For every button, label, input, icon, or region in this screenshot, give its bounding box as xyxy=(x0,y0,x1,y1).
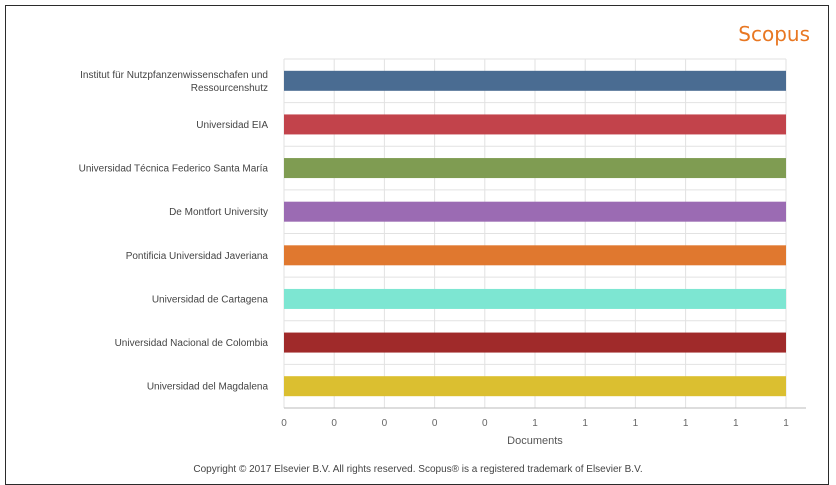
category-label-1-line-1: Institut für Nutzpfanzenwissenschafen un… xyxy=(80,70,268,81)
bar-5 xyxy=(284,245,786,266)
bar-8 xyxy=(284,376,786,397)
bar-chart: Institut für Nutzpfanzenwissenschafen un… xyxy=(79,58,806,447)
category-label-2: Universidad EIA xyxy=(196,120,268,131)
category-label-8: Universidad del Magdalena xyxy=(147,382,269,393)
bar-6 xyxy=(284,288,786,309)
x-tick-label-5: 1 xyxy=(532,418,538,429)
category-label-7: Universidad Nacional de Colombia xyxy=(115,338,269,349)
bar-3 xyxy=(284,158,786,179)
category-label-6: Universidad de Cartagena xyxy=(152,294,269,305)
category-label-4: De Montfort University xyxy=(169,207,268,218)
x-tick-label-2: 0 xyxy=(382,418,388,429)
bars xyxy=(284,70,786,397)
x-axis-title: Documents xyxy=(507,435,563,447)
bar-2 xyxy=(284,114,786,135)
x-tick-labels: 0 0 0 0 0 1 1 1 1 1 1 xyxy=(281,418,789,429)
category-label-1-line-2: Ressourcenshutz xyxy=(191,83,268,94)
scopus-logo: Scopus xyxy=(738,22,810,46)
bar-1 xyxy=(284,70,786,91)
x-tick-label-10: 1 xyxy=(783,418,789,429)
x-tick-label-9: 1 xyxy=(733,418,739,429)
category-label-5: Pontificia Universidad Javeriana xyxy=(126,251,269,262)
x-tick-label-1: 0 xyxy=(331,418,337,429)
x-tick-label-3: 0 xyxy=(432,418,438,429)
category-labels: Institut für Nutzpfanzenwissenschafen un… xyxy=(79,70,269,393)
x-tick-label-4: 0 xyxy=(482,418,488,429)
x-tick-label-0: 0 xyxy=(281,418,287,429)
x-tick-label-7: 1 xyxy=(633,418,639,429)
bar-4 xyxy=(284,201,786,222)
x-tick-label-8: 1 xyxy=(683,418,689,429)
bar-7 xyxy=(284,332,786,353)
grid-lines xyxy=(283,58,806,409)
x-tick-label-6: 1 xyxy=(582,418,588,429)
category-label-3: Universidad Técnica Federico Santa María xyxy=(79,164,269,175)
copyright-text: Copyright © 2017 Elsevier B.V. All right… xyxy=(193,464,643,475)
